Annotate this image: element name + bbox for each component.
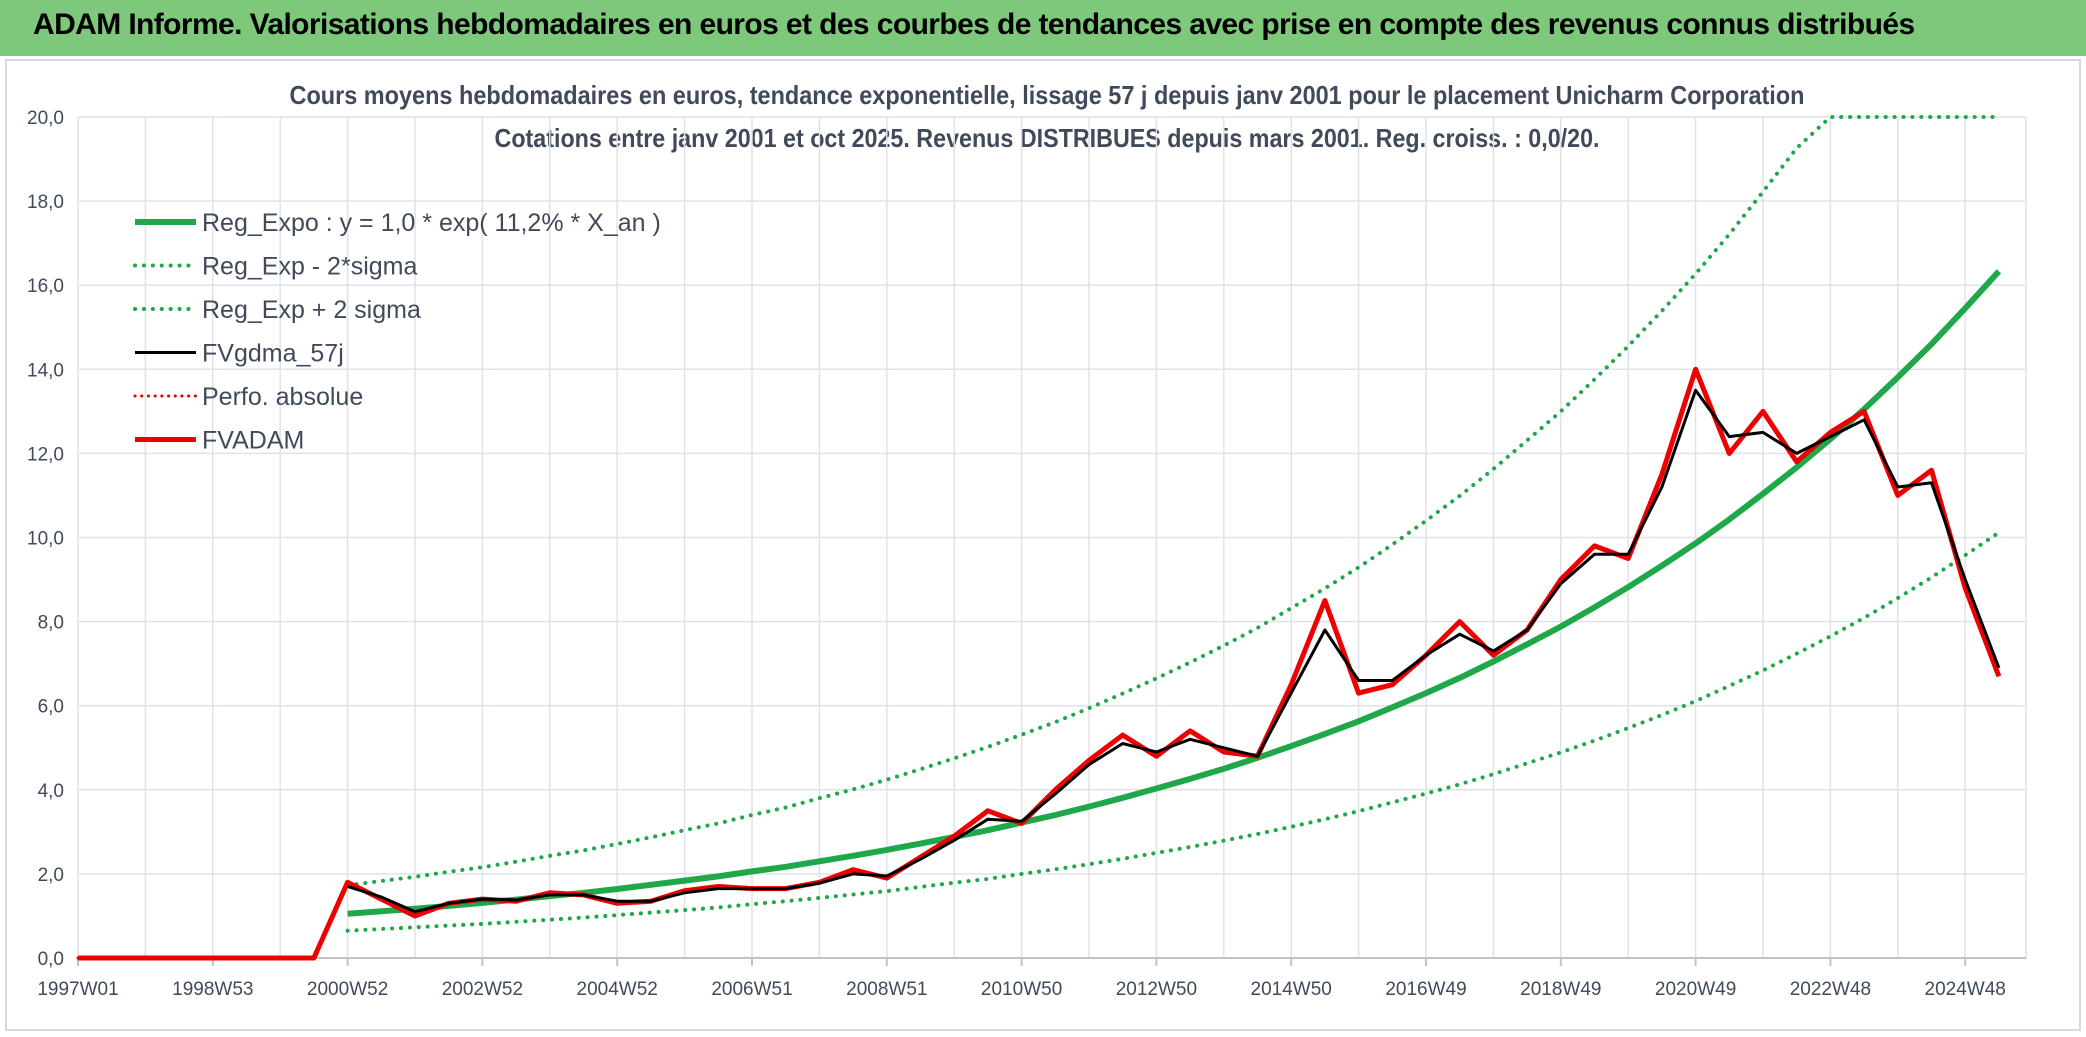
- y-tick-label: 14,0: [27, 360, 64, 381]
- y-tick-label: 4,0: [38, 781, 64, 802]
- x-tick-label: 2018W49: [1520, 979, 1601, 1000]
- series-line: [347, 269, 2002, 917]
- y-tick-label: 6,0: [38, 697, 64, 718]
- x-tick-label: 2016W49: [1385, 979, 1466, 1000]
- x-tick-label: 2004W52: [577, 979, 658, 1000]
- legend-label: FVADAM: [202, 427, 304, 455]
- legend-label: Perfo. absolue: [202, 383, 363, 411]
- x-tick-label: 2010W50: [981, 979, 1062, 1000]
- chart: Cours moyens hebdomadaires en euros, ten…: [5, 59, 2081, 1031]
- chart-frame: [5, 59, 2081, 1031]
- x-tick-label: 1998W53: [172, 979, 253, 1000]
- x-tick-label: 2020W49: [1655, 979, 1736, 1000]
- x-tick-label: 2006W51: [711, 979, 792, 1000]
- y-tick-label: 0,0: [38, 949, 64, 970]
- series-line: [345, 530, 2001, 933]
- x-tick-label: 2002W52: [442, 979, 523, 1000]
- legend-label: FVgdma_57j: [202, 340, 344, 368]
- y-tick-label: 16,0: [27, 276, 64, 297]
- x-tick-label: 2024W48: [1925, 979, 2006, 1000]
- x-tick-label: 2008W51: [846, 979, 927, 1000]
- legend-label: Reg_Exp + 2 sigma: [202, 296, 421, 324]
- x-tick-label: 1997W01: [37, 979, 118, 1000]
- y-tick-label: 8,0: [38, 613, 64, 634]
- legend-label: Reg_Expo : y = 1,0 * exp( 11,2% * X_an ): [202, 209, 661, 237]
- legend-label: Reg_Exp - 2*sigma: [202, 253, 417, 281]
- x-tick-label: 2014W50: [1251, 979, 1332, 1000]
- x-tick-label: 2022W48: [1790, 979, 1871, 1000]
- y-tick-label: 18,0: [27, 192, 64, 213]
- y-tick-label: 2,0: [38, 865, 64, 886]
- series-line: [347, 388, 2001, 914]
- banner: ADAM Informe. Valorisations hebdomadaire…: [0, 0, 2086, 56]
- chart-title: Cours moyens hebdomadaires en euros, ten…: [290, 80, 1805, 110]
- banner-title: ADAM Informe. Valorisations hebdomadaire…: [33, 8, 1915, 41]
- y-tick-label: 10,0: [27, 529, 64, 550]
- x-tick-label: 2000W52: [307, 979, 388, 1000]
- chart-subtitle: Cotations entre janv 2001 et oct 2025. R…: [495, 123, 1600, 153]
- y-tick-label: 12,0: [27, 444, 64, 465]
- y-tick-label: 20,0: [27, 108, 64, 129]
- x-tick-label: 2012W50: [1116, 979, 1197, 1000]
